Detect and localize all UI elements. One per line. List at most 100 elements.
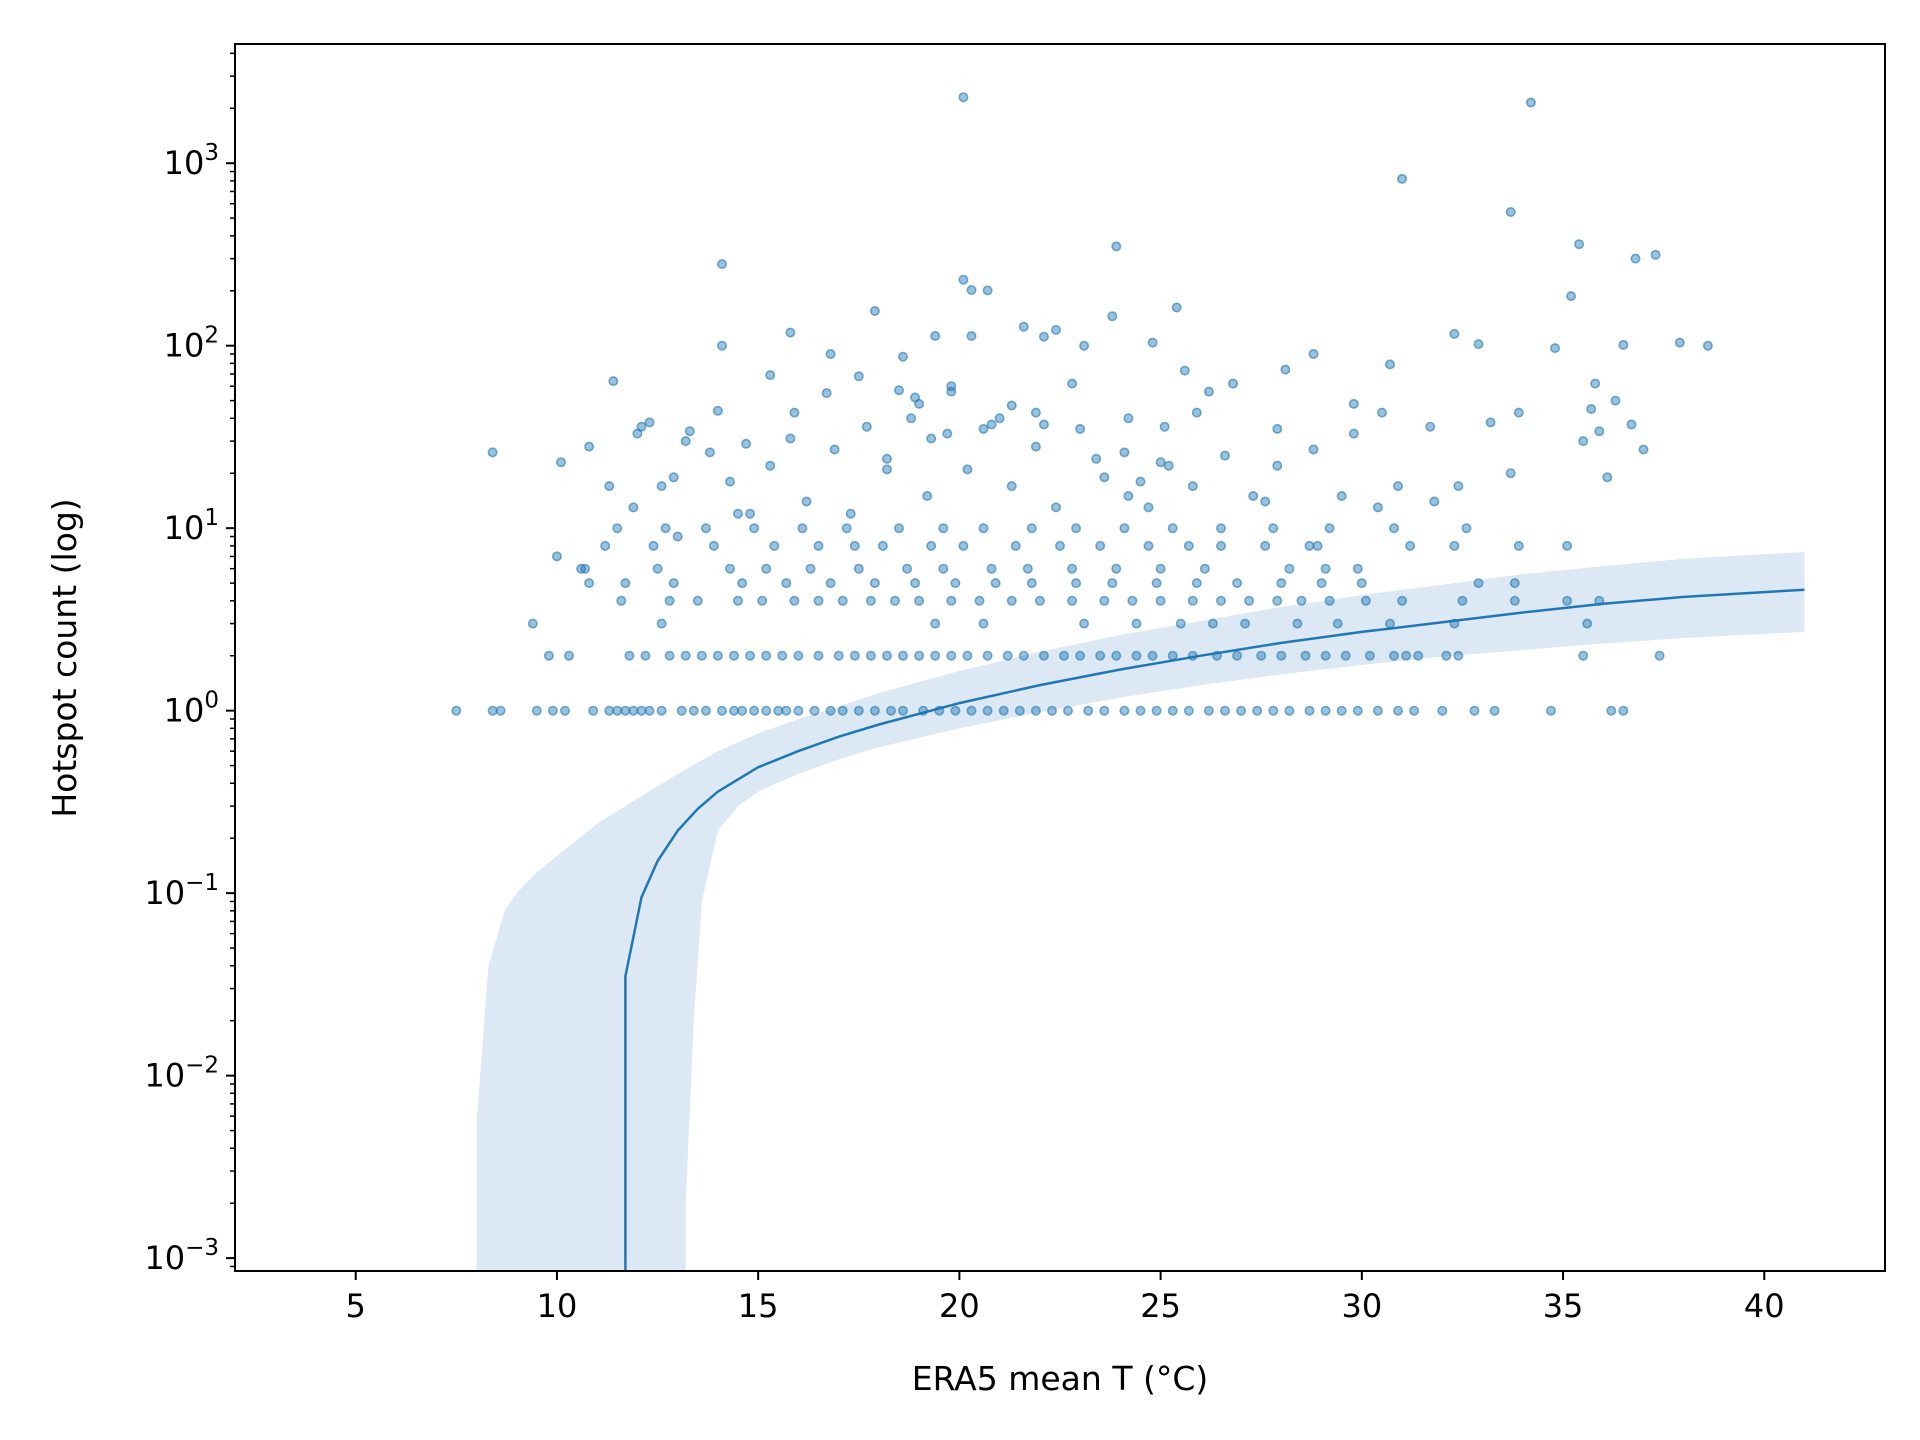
scatter-point (1051, 324, 1062, 335)
scatter-point (1372, 705, 1383, 716)
scatter-point (801, 496, 812, 507)
scatter-point (1018, 321, 1029, 332)
scatter-point (555, 457, 566, 468)
scatter-point (1364, 650, 1375, 661)
scatter-point (1099, 472, 1110, 483)
scatter-point (978, 423, 989, 434)
scatter-point (1397, 173, 1408, 184)
scatter-point (648, 540, 659, 551)
scatter-point (757, 595, 768, 606)
scatter-point (749, 523, 760, 534)
scatter-point (881, 453, 892, 464)
scatter-point (1437, 705, 1448, 716)
scatter-point (1191, 578, 1202, 589)
scatter-point (982, 705, 993, 716)
scatter-point (813, 595, 824, 606)
scatter-point (1638, 444, 1649, 455)
scatter-point (732, 595, 743, 606)
scatter-point (1099, 595, 1110, 606)
scatter-point (1075, 423, 1086, 434)
scatter-point (656, 705, 667, 716)
scatter-point (966, 284, 977, 295)
scatter-point (825, 348, 836, 359)
scatter-point (1340, 650, 1351, 661)
scatter-point (865, 595, 876, 606)
scatter-point (527, 618, 538, 629)
scatter-point (676, 705, 687, 716)
scatter-point (1119, 447, 1130, 458)
scatter-point (1171, 302, 1182, 313)
scatter-point (1038, 331, 1049, 342)
scatter-point (724, 476, 735, 487)
scatter-point (640, 650, 651, 661)
scatter-point (1107, 578, 1118, 589)
scatter-point (829, 444, 840, 455)
scatter-point (773, 705, 784, 716)
scatter-point (1006, 481, 1017, 492)
scatter-point (1489, 705, 1500, 716)
scatter-point (869, 305, 880, 316)
scatter-point (1606, 705, 1617, 716)
scatter-point (1356, 578, 1367, 589)
scatter-point (853, 563, 864, 574)
scatter-point (978, 523, 989, 534)
x-tick-label: 30 (1341, 1287, 1382, 1325)
scatter-point (1067, 595, 1078, 606)
scatter-point (761, 563, 772, 574)
scatter-point (724, 563, 735, 574)
scatter-point (712, 650, 723, 661)
scatter-point (1393, 481, 1404, 492)
scatter-point (644, 705, 655, 716)
scatter-point (958, 274, 969, 285)
scatter-point (1111, 241, 1122, 252)
scatter-point (1594, 595, 1605, 606)
scatter-point (837, 705, 848, 716)
scatter-point (1409, 705, 1420, 716)
scatter-point (1151, 705, 1162, 716)
scatter-point (1059, 650, 1070, 661)
scatter-point (1582, 618, 1593, 629)
scatter-point (1155, 563, 1166, 574)
scatter-point (1127, 595, 1138, 606)
scatter-point (1260, 540, 1271, 551)
scatter-point (1377, 407, 1388, 418)
fit-line (624, 588, 1805, 1271)
scatter-point (692, 595, 703, 606)
scatter-point (1505, 207, 1516, 218)
scatter-point (745, 650, 756, 661)
scatter-point (1574, 239, 1585, 250)
scatter-point (1248, 490, 1259, 501)
scatter-point (1594, 426, 1605, 437)
scatter-point (765, 370, 776, 381)
scatter-point (668, 578, 679, 589)
scatter-point (1389, 523, 1400, 534)
scatter-point (1155, 457, 1166, 468)
scatter-point (700, 523, 711, 534)
scatter-point (1010, 540, 1021, 551)
scatter-point (769, 540, 780, 551)
scatter-point (620, 578, 631, 589)
scatter-point (1111, 563, 1122, 574)
scatter-point (1018, 650, 1029, 661)
scatter-point (986, 419, 997, 430)
confidence-band-layer (476, 552, 1805, 1271)
scatter-point (777, 650, 788, 661)
scatter-point (966, 330, 977, 341)
scatter-point (1300, 650, 1311, 661)
scatter-point (1513, 540, 1524, 551)
scatter-point (1119, 523, 1130, 534)
scatter-point (1626, 419, 1637, 430)
x-axis-ticks: 5 10 15 20 25 30 35 40 (346, 1271, 1785, 1325)
scatter-point (1216, 540, 1227, 551)
scatter-point (1147, 650, 1158, 661)
scatter-point (1332, 618, 1343, 629)
scatter-point (914, 650, 925, 661)
scatter-point (1236, 705, 1247, 716)
scatter-point (986, 563, 997, 574)
scatter-point (1030, 705, 1041, 716)
scatter-point (861, 421, 872, 432)
scatter-point (700, 705, 711, 716)
x-tick-label: 40 (1744, 1287, 1785, 1325)
scatter-point (1143, 502, 1154, 513)
scatter-point (1030, 441, 1041, 452)
